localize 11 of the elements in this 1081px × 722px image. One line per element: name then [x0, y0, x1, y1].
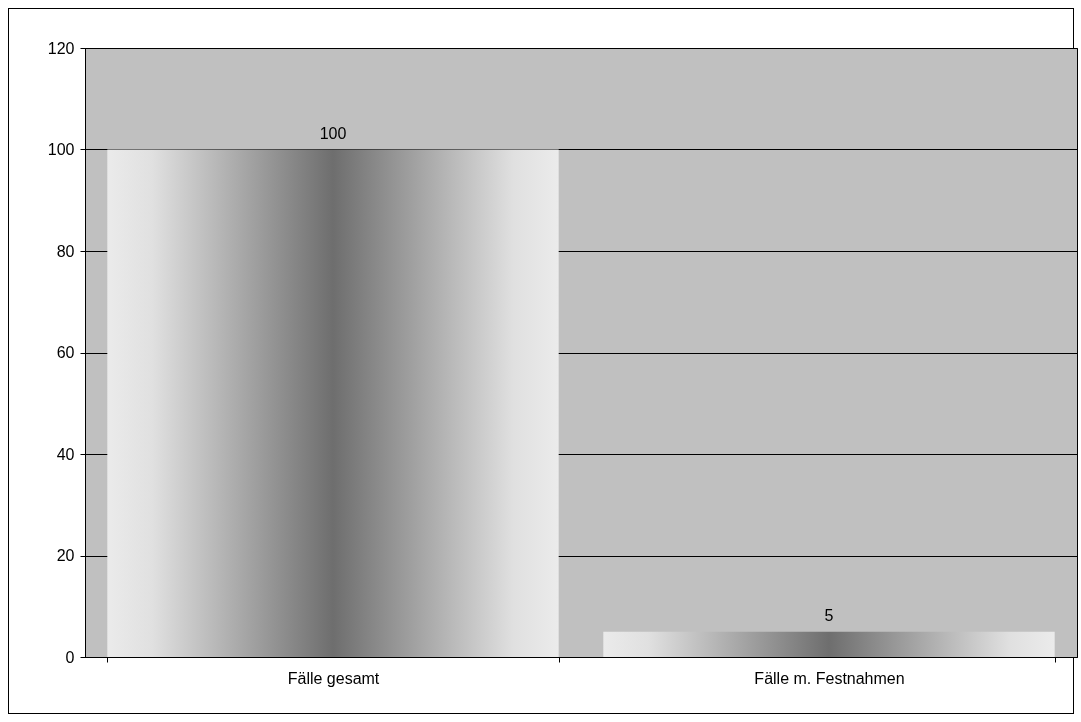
data-label: 100 [319, 124, 347, 142]
x-tick-label: Fälle m. Festnahmen [754, 669, 905, 687]
x-tick-label: Fälle gesamt [287, 669, 380, 687]
y-tick-label: 40 [56, 445, 75, 463]
y-tick-label: 100 [47, 141, 75, 158]
y-tick-label: 80 [56, 242, 75, 260]
y-tick-label: 20 [56, 547, 75, 564]
data-label: 5 [824, 606, 834, 624]
y-tick-label: 0 [65, 648, 75, 666]
y-tick-label: 120 [47, 39, 75, 57]
y-tick-label: 60 [56, 344, 75, 361]
